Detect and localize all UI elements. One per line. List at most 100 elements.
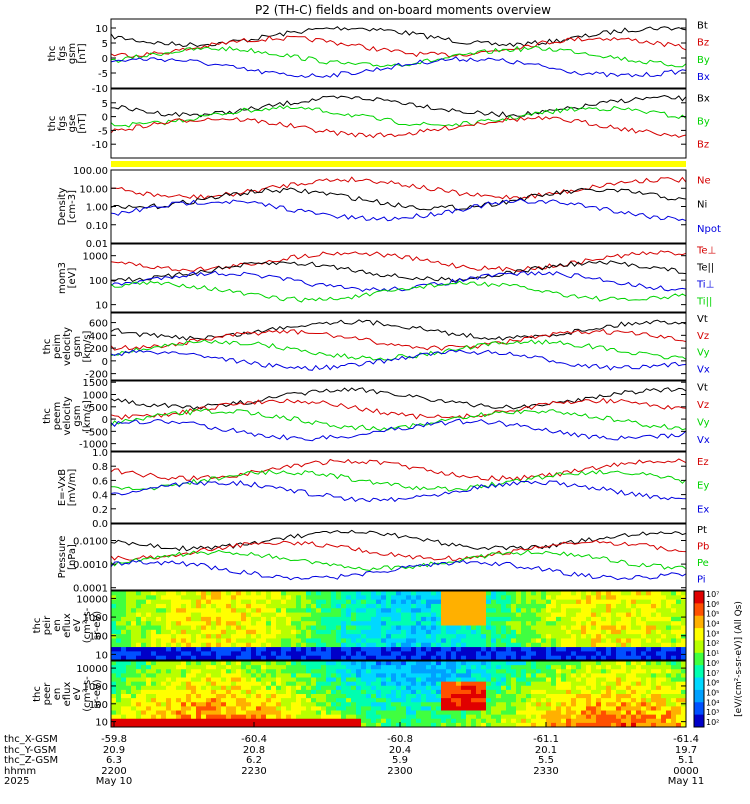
spectrogram-cell <box>601 689 607 695</box>
spectrogram-cell <box>216 669 222 674</box>
spectrogram-cell <box>236 634 242 639</box>
spectrogram-cell <box>191 665 197 670</box>
spectrogram-cell <box>396 722 402 728</box>
spectrogram-cell <box>181 689 187 695</box>
spectrogram-cell <box>596 647 602 652</box>
spectrogram-cell <box>196 689 202 695</box>
spectrogram-cell <box>346 625 352 631</box>
spectrogram-cell <box>491 702 497 707</box>
spectrogram-cell <box>406 665 412 670</box>
spectrogram-cell <box>656 702 662 707</box>
spectrogram-cell <box>326 647 332 652</box>
spectrogram-cell <box>146 612 152 618</box>
spectrogram-cell <box>156 612 162 618</box>
spectrogram-cell <box>441 661 447 666</box>
spectrogram-cell <box>276 629 282 635</box>
spectrogram-cell <box>281 661 287 666</box>
spectrogram-cell <box>551 625 557 631</box>
spectrogram-cell <box>371 710 377 716</box>
spectrogram-cell <box>281 677 287 683</box>
spectrogram-cell <box>501 603 507 609</box>
spectrogram-cell <box>261 669 267 674</box>
spectrogram-cell <box>676 702 682 707</box>
spectrogram-cell <box>271 669 277 674</box>
spectrogram-cell <box>571 603 577 609</box>
spectrogram-cell <box>391 669 397 674</box>
spectrogram-cell <box>491 685 497 691</box>
spectrogram-cell <box>136 612 142 618</box>
spectrogram-cell <box>291 685 297 691</box>
spectrogram-cell <box>571 625 577 631</box>
spectrogram-cell <box>476 673 482 678</box>
spectrogram-cell <box>581 694 587 699</box>
spectrogram-cell <box>581 612 587 618</box>
spectrogram-cell <box>661 625 667 631</box>
spectrogram-cell <box>656 625 662 631</box>
spectrogram-cell <box>656 608 662 613</box>
spectrogram-cell <box>561 665 567 670</box>
spectrogram-cell <box>176 706 182 711</box>
spectrogram-cell <box>286 706 292 711</box>
spectrogram-cell <box>341 714 347 720</box>
spectrogram-cell <box>391 710 397 716</box>
spectrogram-cell <box>591 685 597 691</box>
spectrogram-cell <box>416 714 422 720</box>
spectrogram-cell <box>141 718 147 724</box>
spectrogram-cell <box>551 603 557 609</box>
spectrogram-cell <box>501 702 507 707</box>
spectrogram-cell <box>481 599 487 605</box>
spectrogram-cell <box>636 677 642 683</box>
spectrogram-cell <box>396 616 402 622</box>
page-title: P2 (TH-C) fields and on-board moments ov… <box>255 3 551 17</box>
spectrogram-cell <box>451 638 457 644</box>
spectrogram-cell <box>476 669 482 674</box>
spectrogram-cell <box>556 655 562 661</box>
spectrogram-cell <box>151 591 157 596</box>
spectrogram-cell <box>266 599 272 605</box>
spectrogram-cell <box>126 634 132 639</box>
spectrogram-cell <box>621 673 627 678</box>
spectrogram-cell <box>456 591 462 596</box>
spectrogram-cell <box>231 694 237 699</box>
spectrogram-cell <box>196 603 202 609</box>
spectrogram-cell <box>376 625 382 631</box>
spectrogram-cell <box>296 689 302 695</box>
spectrogram-cell <box>631 638 637 644</box>
spectrogram-cell <box>156 595 162 601</box>
spectrogram-cell <box>136 722 142 728</box>
spectrogram-cell <box>591 669 597 674</box>
panel-frame <box>110 590 687 661</box>
spectrogram-cell <box>671 595 677 601</box>
spectrogram-cell <box>551 608 557 613</box>
spectrogram-cell <box>511 677 517 683</box>
spectrogram-cell <box>211 591 217 596</box>
spectrogram-cell <box>221 647 227 652</box>
spectrogram-cell <box>466 706 472 711</box>
spectrogram-cell <box>416 665 422 670</box>
spectrogram-cell <box>286 669 292 674</box>
spectrogram-cell <box>276 694 282 699</box>
spectrogram-cell <box>631 689 637 695</box>
spectrogram-cell <box>606 714 612 720</box>
spectrogram-cell <box>646 722 652 728</box>
spectrogram-cell <box>251 612 257 618</box>
colorbar-cell <box>694 702 704 716</box>
spectrogram-cell <box>231 651 237 657</box>
spectrogram-cell <box>661 714 667 720</box>
spectrogram-cell <box>431 647 437 652</box>
spectrogram-cell <box>671 669 677 674</box>
spectrogram-cell <box>236 698 242 703</box>
spectrogram-cell <box>376 681 382 687</box>
spectrogram-cell <box>516 625 522 631</box>
spectrogram-cell <box>296 591 302 596</box>
spectrogram-cell <box>416 689 422 695</box>
spectrogram-cell <box>581 685 587 691</box>
spectrogram-cell <box>671 722 677 728</box>
spectrogram-cell <box>276 612 282 618</box>
spectrogram-cell <box>211 722 217 728</box>
spectrogram-cell <box>311 651 317 657</box>
spectrogram-cell <box>586 698 592 703</box>
spectrogram-cell <box>326 616 332 622</box>
spectrogram-cell <box>666 625 672 631</box>
